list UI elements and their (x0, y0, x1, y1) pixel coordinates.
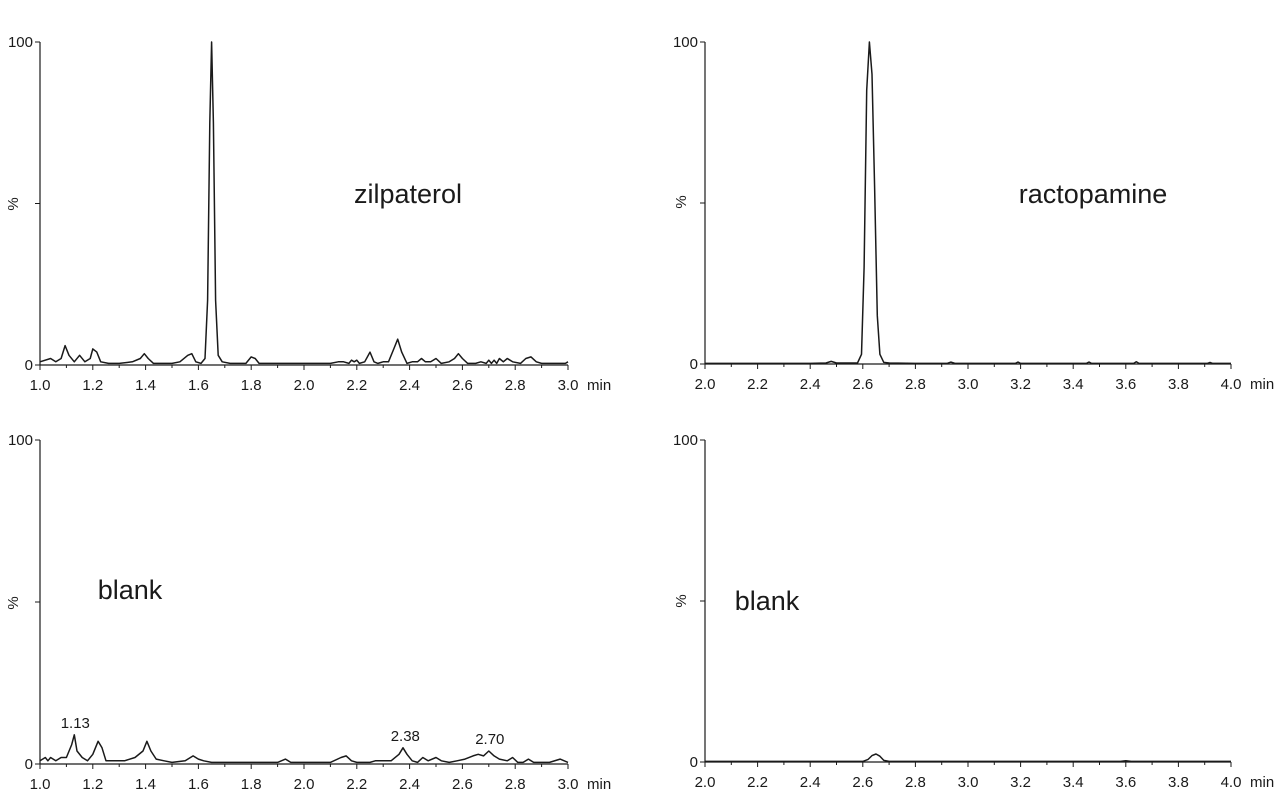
chart-title: blank (98, 575, 163, 605)
peak-retention-time-label: 2.38 (391, 728, 420, 745)
x-tick-label: 2.6 (852, 376, 873, 393)
x-tick-label: 4.0 (1221, 774, 1242, 791)
x-tick-label: 3.8 (1168, 774, 1189, 791)
x-tick-label: 2.2 (346, 776, 367, 793)
x-tick-label: 2.6 (852, 774, 873, 791)
x-unit-label: min (587, 377, 611, 394)
y-axis-label: % (5, 596, 22, 609)
x-tick-label: 3.8 (1168, 376, 1189, 393)
x-tick-label: 1.4 (135, 776, 156, 793)
x-tick-label: 1.8 (241, 377, 262, 394)
x-tick-label: 2.8 (505, 776, 526, 793)
x-tick-label: 2.0 (294, 776, 315, 793)
x-tick-label: 2.0 (695, 376, 716, 393)
x-tick-label: 3.4 (1063, 376, 1084, 393)
x-unit-label: min (1250, 774, 1274, 791)
x-tick-label: 2.0 (294, 377, 315, 394)
x-tick-label: 1.6 (188, 377, 209, 394)
x-unit-label: min (1250, 376, 1274, 393)
x-tick-label: 2.4 (800, 774, 821, 791)
peak-retention-time-label: 1.13 (61, 715, 90, 732)
x-unit-label: min (587, 776, 611, 793)
x-tick-label: 1.4 (135, 377, 156, 394)
x-tick-label: 2.2 (747, 376, 768, 393)
x-tick-label: 3.2 (1010, 376, 1031, 393)
x-tick-label: 2.8 (905, 376, 926, 393)
x-tick-label: 1.2 (82, 776, 103, 793)
x-tick-label: 2.4 (399, 776, 420, 793)
y-tick-label: 0 (690, 754, 698, 771)
peak-retention-time-label: 2.70 (475, 731, 504, 748)
x-tick-label: 3.6 (1115, 376, 1136, 393)
y-tick-label: 0 (25, 756, 33, 773)
y-axis-label: % (5, 197, 22, 210)
chart-title: zilpaterol (354, 179, 462, 209)
panel-zilpaterol: 1.0 1.2 1.4 1.6 1.8 2.0 2.2 2.4 2.6 2.8 3.0 min 0 100… (5, 34, 611, 394)
y-tick-label: 100 (8, 432, 33, 449)
panel-blank-right: 2.0 2.2 2.4 2.6 2.8 3.0 3.2 3.4 3.6 3.8 4.0 min 0 100… (673, 432, 1274, 791)
x-tick-label: 1.6 (188, 776, 209, 793)
x-tick-label: 2.4 (800, 376, 821, 393)
panel-blank-left: 1.0 1.2 1.4 1.6 1.8 2.0 2.2 2.4 2.6 2.8 3.0 min 0 100… (5, 432, 611, 793)
x-tick-label: 3.0 (958, 376, 979, 393)
x-tick-label: 3.2 (1010, 774, 1031, 791)
x-tick-label: 2.2 (346, 377, 367, 394)
panel-ractopamine: 2.0 2.2 2.4 2.6 2.8 3.0 3.2 3.4 3.6 3.8 4.0 min 0 100… (673, 34, 1274, 393)
y-tick-label: 100 (673, 432, 698, 449)
y-tick-label: 100 (8, 34, 33, 51)
y-axis-label: % (673, 195, 690, 208)
x-tick-label: 3.4 (1063, 774, 1084, 791)
x-tick-label: 1.2 (82, 377, 103, 394)
chart-title: blank (735, 586, 800, 616)
x-tick-label: 1.8 (241, 776, 262, 793)
x-tick-label: 1.0 (30, 776, 51, 793)
x-tick-label: 2.6 (452, 776, 473, 793)
x-tick-label: 2.8 (905, 774, 926, 791)
y-axis-label: % (673, 594, 690, 607)
x-tick-label: 1.0 (30, 377, 51, 394)
x-tick-label: 3.6 (1115, 774, 1136, 791)
chromatogram-trace (39, 734, 569, 764)
y-tick-label: 0 (690, 356, 698, 373)
x-tick-label: 4.0 (1221, 376, 1242, 393)
chromatogram-trace (705, 41, 1231, 365)
x-tick-label: 2.0 (695, 774, 716, 791)
x-tick-label: 3.0 (558, 377, 579, 394)
x-tick-label: 2.2 (747, 774, 768, 791)
x-tick-label: 2.8 (505, 377, 526, 394)
y-tick-label: 0 (25, 357, 33, 374)
x-tick-label: 2.4 (399, 377, 420, 394)
x-tick-label: 2.6 (452, 377, 473, 394)
x-tick-label: 3.0 (958, 774, 979, 791)
chromatogram-trace (39, 41, 569, 365)
chart-title: ractopamine (1019, 179, 1168, 209)
y-tick-label: 100 (673, 34, 698, 51)
chromatogram-trace (705, 753, 1231, 763)
x-tick-label: 3.0 (558, 776, 579, 793)
